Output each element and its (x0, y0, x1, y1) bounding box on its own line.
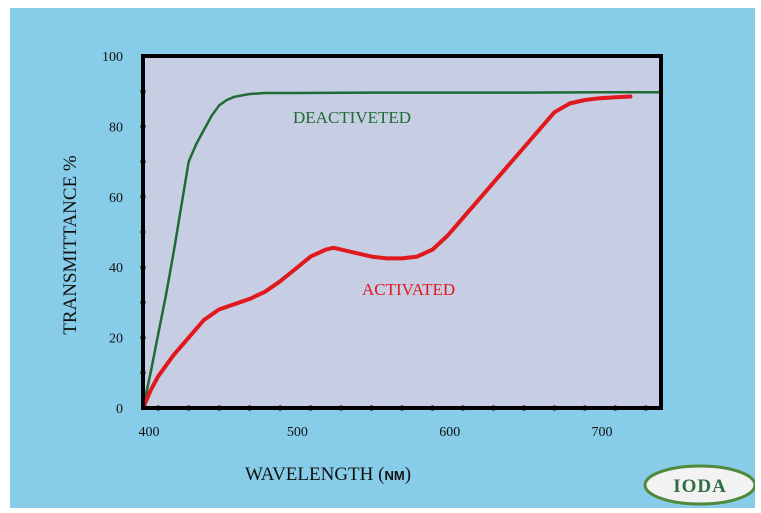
x-minor-tick (338, 405, 344, 411)
series-line-activated (141, 94, 633, 410)
series-label-activated: ACTIVATED (362, 280, 455, 299)
y-tick-label-100: 100 (102, 50, 123, 65)
series-label-deactivated: DEACTIVETED (293, 108, 411, 127)
y-tick-label-40: 40 (109, 261, 123, 276)
x-minor-tick (521, 405, 527, 411)
x-axis-title: WAVELENGTH (nm) (245, 464, 411, 485)
x-minor-tick (643, 405, 649, 411)
chart-slide: 400 500 600 700 0 20 40 60 80 100 DEACTIVETED ACT… (10, 8, 755, 508)
y-axis-title: TRANSMITTANCE % (60, 155, 81, 335)
x-axis-title-suffix: ) (405, 464, 411, 485)
x-minor-tick (460, 405, 466, 411)
x-axis-title-prefix: WAVELENGTH ( (245, 464, 385, 485)
x-tick-label-600: 600 (439, 425, 460, 440)
x-minor-tick (612, 405, 618, 411)
x-minor-tick (399, 405, 405, 411)
y-minor-tick (140, 299, 146, 305)
ioda-logo: IODA (643, 464, 755, 506)
tick-layer: 400 500 600 700 0 20 40 60 80 100 (102, 50, 649, 440)
logo-text: IODA (673, 476, 727, 497)
y-tick-label-60: 60 (109, 191, 123, 206)
y-minor-tick (140, 123, 146, 129)
x-minor-tick (186, 405, 192, 411)
plot-area (143, 56, 661, 408)
x-tick-label-500: 500 (287, 425, 308, 440)
y-minor-tick (140, 264, 146, 270)
y-minor-tick (140, 370, 146, 376)
x-tick-label-400: 400 (139, 425, 160, 440)
y-minor-tick (140, 194, 146, 200)
series-line-deactiveted (141, 91, 663, 410)
x-minor-tick (155, 405, 161, 411)
x-minor-tick (247, 405, 253, 411)
series-layer (141, 91, 663, 410)
chart-svg: 400 500 600 700 0 20 40 60 80 100 DEACTIVETED ACT… (60, 50, 755, 506)
y-minor-tick (140, 88, 146, 94)
x-minor-tick (277, 405, 283, 411)
x-axis-title-unit: nm (384, 464, 404, 485)
x-minor-tick (551, 405, 557, 411)
y-tick-label-20: 20 (109, 332, 123, 347)
x-minor-tick (368, 405, 375, 411)
x-minor-tick (490, 405, 497, 411)
y-tick-label-80: 80 (109, 120, 123, 135)
x-tick-label-700: 700 (592, 425, 613, 440)
x-minor-tick (429, 405, 436, 411)
y-minor-tick (140, 229, 146, 235)
y-minor-tick (140, 159, 146, 165)
x-minor-tick (216, 405, 222, 411)
y-minor-tick (140, 335, 146, 341)
x-minor-tick (307, 405, 314, 411)
y-tick-label-0: 0 (116, 402, 123, 417)
x-minor-tick (582, 405, 588, 411)
